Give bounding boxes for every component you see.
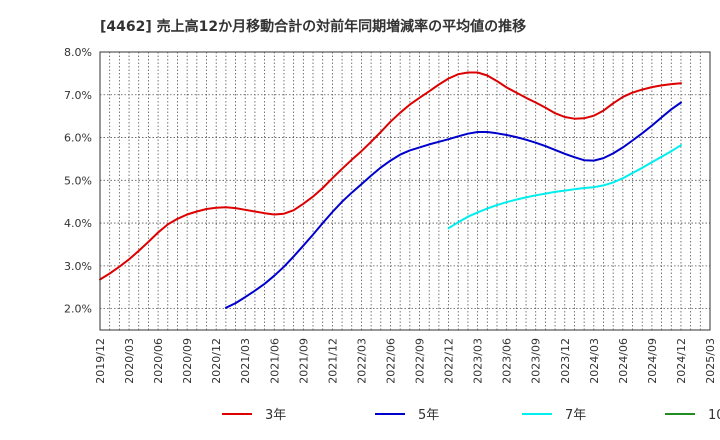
y-tick-label: 7.0% (64, 89, 92, 102)
plot-border (99, 51, 711, 331)
x-tick-label: 2023/03 (472, 338, 485, 384)
legend-label-3: 7年 (565, 408, 586, 423)
x-tick-label: 2020/06 (152, 338, 165, 384)
x-tick-label: 2023/06 (501, 338, 514, 384)
y-tick-label: 5.0% (64, 174, 92, 187)
x-tick-label: 2023/09 (530, 338, 543, 384)
x-tick-label: 2021/12 (326, 338, 339, 384)
x-tick-label: 2020/09 (181, 338, 194, 384)
x-tick-label: 2021/06 (268, 338, 281, 384)
legend-label-4: 10年 (708, 408, 720, 423)
x-tick-label: 2021/03 (239, 338, 252, 384)
series-line-3 (447, 144, 682, 230)
x-tick-label: 2019/12 (94, 338, 107, 384)
x-tick-label: 2024/03 (588, 338, 601, 384)
x-tick-label: 2024/09 (646, 338, 659, 384)
y-tick-label: 3.0% (64, 260, 92, 273)
x-tick-label: 2022/06 (384, 338, 397, 384)
series-lines (99, 71, 682, 309)
x-tick-label: 2024/12 (675, 338, 688, 384)
y-tick-label: 8.0% (64, 46, 92, 59)
y-tick-label: 4.0% (64, 217, 92, 230)
series-line-1 (99, 71, 682, 281)
x-tick-label: 2022/03 (355, 338, 368, 384)
x-tick-label: 2020/03 (123, 338, 136, 384)
axes: 2.0% 3.0% 4.0% 5.0% 6.0% 7.0% 8.0% 2019/12 2020/… (64, 46, 717, 384)
x-tick-label: 2024/06 (617, 338, 630, 384)
x-tick-label: 2022/12 (443, 338, 456, 384)
x-tick-label: 2022/09 (414, 338, 427, 384)
grid (100, 52, 710, 330)
legend-label-1: 3年 (265, 408, 286, 423)
x-tick-label: 2020/12 (210, 338, 223, 384)
x-tick-label: 2021/09 (297, 338, 310, 384)
legend-label-2: 5年 (418, 408, 439, 423)
x-tick-label: 2023/12 (559, 338, 572, 384)
legend: 3年 5年 7年 10年 (222, 408, 720, 423)
series-line-2 (224, 101, 682, 309)
y-tick-label: 2.0% (64, 303, 92, 316)
x-tick-label: 2025/03 (704, 338, 717, 384)
y-tick-label: 6.0% (64, 132, 92, 145)
chart-title: [4462] 売上高12か月移動合計の対前年同期増減率の平均値の推移 (100, 19, 527, 35)
